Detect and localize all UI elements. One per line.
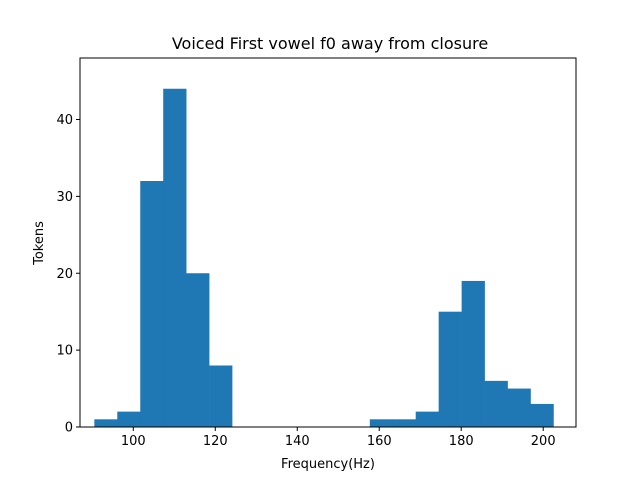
y-tick-label: 0 <box>65 421 73 436</box>
histogram-bar <box>507 388 531 427</box>
histogram-bar <box>438 311 462 427</box>
histogram-bar <box>392 419 417 427</box>
y-tick-label: 20 <box>56 267 73 282</box>
histogram-bar <box>415 411 439 427</box>
x-tick-label: 140 <box>285 434 310 449</box>
y-tick-label: 40 <box>56 113 73 128</box>
x-axis-ticks: 100 120 140 160 180 200 <box>121 427 556 449</box>
x-tick-label: 120 <box>203 434 228 449</box>
histogram-bar <box>117 411 141 427</box>
histogram-bar <box>186 273 210 427</box>
x-tick-label: 100 <box>121 434 146 449</box>
histogram-bar <box>94 419 118 427</box>
histogram-bar <box>484 380 508 427</box>
y-axis-label: Tokens <box>32 221 47 266</box>
histogram-bar <box>209 365 233 427</box>
x-tick-label: 160 <box>367 434 392 449</box>
y-axis-ticks: 0 10 20 30 40 <box>56 113 80 436</box>
y-tick-label: 10 <box>56 344 73 359</box>
chart-title: Voiced First vowel f0 away from closure <box>172 34 488 53</box>
histogram-bar <box>163 88 187 427</box>
bars-group <box>94 88 554 427</box>
y-tick-label: 30 <box>56 190 73 205</box>
plot-frame <box>79 57 577 428</box>
x-tick-label: 200 <box>531 434 556 449</box>
histogram-bar <box>140 181 164 427</box>
histogram-bar <box>530 403 554 427</box>
x-axis-label: Frequency(Hz) <box>281 457 375 472</box>
histogram-bar <box>369 419 394 427</box>
histogram-bar <box>461 280 485 427</box>
x-tick-label: 180 <box>449 434 474 449</box>
